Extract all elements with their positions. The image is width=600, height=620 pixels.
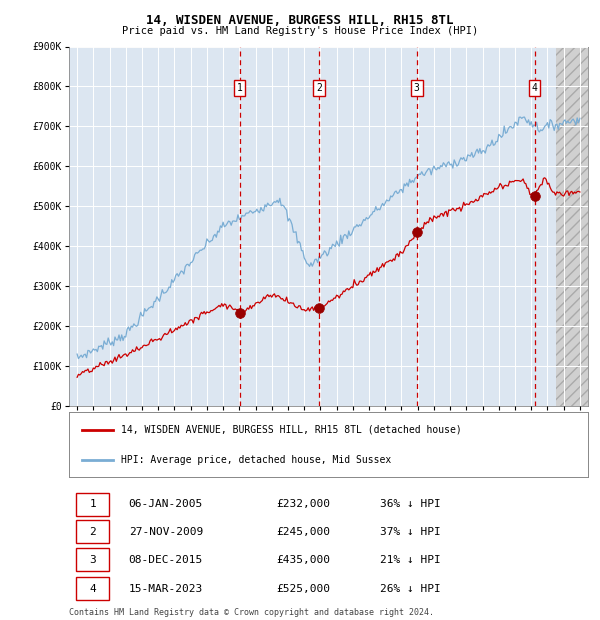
Text: HPI: Average price, detached house, Mid Sussex: HPI: Average price, detached house, Mid … bbox=[121, 455, 391, 465]
Text: 26% ↓ HPI: 26% ↓ HPI bbox=[380, 584, 441, 594]
Text: 36% ↓ HPI: 36% ↓ HPI bbox=[380, 499, 441, 509]
FancyBboxPatch shape bbox=[76, 520, 109, 544]
Text: 08-DEC-2015: 08-DEC-2015 bbox=[128, 555, 203, 565]
Text: 4: 4 bbox=[89, 584, 96, 594]
Text: Contains HM Land Registry data © Crown copyright and database right 2024.: Contains HM Land Registry data © Crown c… bbox=[69, 608, 434, 617]
Text: £232,000: £232,000 bbox=[277, 499, 331, 509]
Bar bbox=[556, 46, 596, 406]
Text: 1: 1 bbox=[89, 499, 96, 509]
Text: 2: 2 bbox=[316, 83, 322, 93]
Text: 4: 4 bbox=[532, 83, 538, 93]
Bar bbox=[556, 46, 600, 406]
FancyBboxPatch shape bbox=[76, 493, 109, 516]
Text: £435,000: £435,000 bbox=[277, 555, 331, 565]
Text: 3: 3 bbox=[89, 555, 96, 565]
FancyBboxPatch shape bbox=[76, 577, 109, 600]
Text: 15-MAR-2023: 15-MAR-2023 bbox=[128, 584, 203, 594]
Text: 14, WISDEN AVENUE, BURGESS HILL, RH15 8TL (detached house): 14, WISDEN AVENUE, BURGESS HILL, RH15 8T… bbox=[121, 425, 461, 435]
Text: 1: 1 bbox=[236, 83, 242, 93]
Text: 2: 2 bbox=[89, 527, 96, 537]
Text: 06-JAN-2005: 06-JAN-2005 bbox=[128, 499, 203, 509]
Text: 37% ↓ HPI: 37% ↓ HPI bbox=[380, 527, 441, 537]
Text: 21% ↓ HPI: 21% ↓ HPI bbox=[380, 555, 441, 565]
Text: £245,000: £245,000 bbox=[277, 527, 331, 537]
FancyBboxPatch shape bbox=[76, 548, 109, 571]
Text: Price paid vs. HM Land Registry's House Price Index (HPI): Price paid vs. HM Land Registry's House … bbox=[122, 26, 478, 36]
Text: £525,000: £525,000 bbox=[277, 584, 331, 594]
Text: 14, WISDEN AVENUE, BURGESS HILL, RH15 8TL: 14, WISDEN AVENUE, BURGESS HILL, RH15 8T… bbox=[146, 14, 454, 27]
Text: 27-NOV-2009: 27-NOV-2009 bbox=[128, 527, 203, 537]
Text: 3: 3 bbox=[414, 83, 419, 93]
